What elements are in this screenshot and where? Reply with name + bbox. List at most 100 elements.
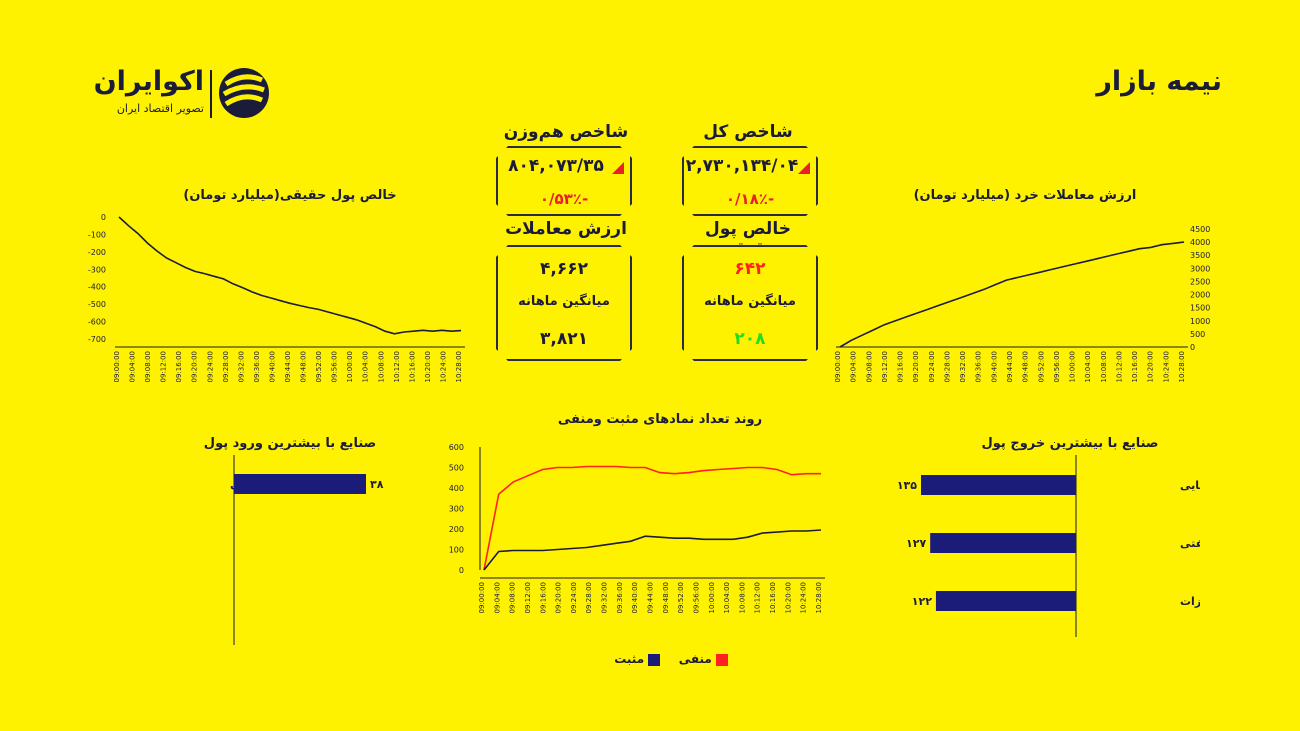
y-tick-label: 2500: [1190, 277, 1210, 286]
y-tick-label: 3000: [1190, 264, 1210, 273]
x-tick-label: 10:28:00: [455, 351, 463, 382]
x-tick-label: 09:24:00: [206, 351, 214, 382]
x-tick-label: 09:24:00: [928, 351, 936, 382]
x-tick-label: 09:32:00: [237, 351, 245, 382]
y-tick-label: 200: [449, 525, 464, 534]
y-tick-label: 2000: [1190, 291, 1210, 300]
net-money-card: ۶۴۲ میانگین ماهانه ۲۰۸: [682, 245, 818, 361]
x-tick-label: 10:12:00: [754, 582, 762, 613]
x-tick-label: 09:24:00: [570, 582, 578, 613]
x-tick-label: 09:08:00: [509, 582, 517, 613]
x-tick-label: 10:16:00: [408, 351, 416, 382]
y-tick-label: -300: [88, 265, 106, 274]
retail-trade-chart-title: ارزش معاملات خرد (میلیارد تومان): [913, 188, 1137, 203]
x-tick-label: 10:00:00: [1069, 351, 1077, 382]
bar-value-label: ۱۳۵: [897, 479, 917, 492]
x-tick-label: 09:48:00: [300, 351, 308, 382]
total-index-change: -۰/۱۸٪: [725, 190, 775, 208]
y-tick-label: 400: [449, 484, 464, 493]
trade-value-title: ارزش معاملات: [505, 219, 627, 239]
x-tick-label: 10:20:00: [1147, 351, 1155, 382]
legend-label-positive: مثبت: [614, 652, 645, 666]
y-tick-label: 1000: [1190, 317, 1210, 326]
category-label: فلزات: [1180, 595, 1200, 608]
bar: [921, 475, 1076, 495]
x-tick-label: 10:24:00: [1162, 351, 1170, 382]
x-tick-label: 09:20:00: [555, 582, 563, 613]
x-tick-label: 09:20:00: [191, 351, 199, 382]
y-tick-label: -400: [88, 283, 106, 292]
page-title: نیمه بازار: [1096, 66, 1222, 97]
outflow-chart-title: صنایع با بیشترین خروج پول: [981, 436, 1159, 451]
x-tick-label: 10:08:00: [738, 582, 746, 613]
trade-value-card: ۴,۶۶۲ میانگین ماهانه ۳,۸۲۱: [496, 245, 632, 361]
trade-value-avg-value: ۳,۸۲۱: [540, 329, 588, 349]
retail-trade-chart: 4500 4000 3500 3000 2500 2000 1500 1000 500 0 09:0…: [834, 225, 1210, 382]
x-tick-label: 10:12:00: [393, 351, 401, 382]
x-tick-label: 09:12:00: [524, 582, 532, 613]
bar-value-label: ۱۲۷: [906, 537, 926, 550]
x-tick-label: 09:44:00: [647, 582, 655, 613]
x-tick-label: 09:16:00: [175, 351, 183, 382]
x-tick-label: 09:44:00: [284, 351, 292, 382]
bar: [234, 474, 366, 494]
outflow-chart: محصولات شیمیایی ۱۳۵ فراورده های نفتی ۱۲۷ فلز…: [897, 455, 1200, 637]
total-index-card: ۲,۷۳۰,۱۳۴/۰۴ -۰/۱۸٪: [682, 146, 818, 216]
y-tick-label: 0: [101, 213, 106, 222]
y-tick-label: 1500: [1190, 304, 1210, 313]
equal-index-change: -۰/۵۳٪: [539, 190, 589, 208]
equal-index-title: شاخص هم‌وزن: [503, 122, 629, 142]
net-money-chart: 0 -100 -200 -300 -400 -500 -600 -700 09:00:00 09:…: [88, 213, 465, 382]
x-tick-label: 09:40:00: [990, 351, 998, 382]
x-tick-label: 09:04:00: [493, 582, 501, 613]
x-tick-label: 09:28:00: [943, 351, 951, 382]
legend-swatch-positive: [648, 653, 661, 666]
symbols-chart: 600 500 400 300 200 100 0 09:00:00 09:04:00 09:08…: [449, 443, 825, 613]
x-tick-label: 09:20:00: [912, 351, 920, 382]
x-tick-label: 09:40:00: [631, 582, 639, 613]
x-tick-label: 10:04:00: [723, 582, 731, 613]
x-tick-label: 09:36:00: [253, 351, 261, 382]
y-tick-label: -700: [88, 335, 106, 344]
x-tick-label: 09:52:00: [677, 582, 685, 613]
x-tick-label: 10:04:00: [362, 351, 370, 382]
x-tick-label: 09:04:00: [129, 351, 137, 382]
y-tick-label: -100: [88, 230, 106, 239]
y-tick-label: 100: [449, 546, 464, 555]
x-tick-label: 10:00:00: [346, 351, 354, 382]
x-tick-label: 09:56:00: [331, 351, 339, 382]
x-tick-label: 09:52:00: [315, 351, 323, 382]
x-tick-label: 09:36:00: [616, 582, 624, 613]
x-tick-label: 10:08:00: [1100, 351, 1108, 382]
x-tick-label: 09:56:00: [1053, 351, 1061, 382]
series-line: [483, 465, 821, 571]
x-tick-label: 10:24:00: [800, 582, 808, 613]
x-tick-label: 10:24:00: [439, 351, 447, 382]
x-tick-label: 10:16:00: [1131, 351, 1139, 382]
x-tick-label: 10:28:00: [815, 582, 823, 613]
inflow-chart: کانه فلزی۳۸: [230, 455, 384, 645]
x-tick-label: 09:32:00: [601, 582, 609, 613]
x-tick-label: 09:40:00: [268, 351, 276, 382]
y-tick-label: 4000: [1190, 238, 1210, 247]
y-tick-label: 500: [1190, 330, 1205, 339]
equal-index-value: ۸۰۴,۰۷۳/۳۵: [508, 156, 604, 176]
x-tick-label: 09:56:00: [692, 582, 700, 613]
category-label: محصولات شیمیایی: [1180, 479, 1200, 492]
x-tick-label: 09:28:00: [585, 582, 593, 613]
equal-index-card: ۸۰۴,۰۷۳/۳۵ -۰/۵۳٪: [496, 146, 632, 216]
x-tick-label: 09:44:00: [1006, 351, 1014, 382]
x-tick-label: 09:08:00: [865, 351, 873, 382]
down-arrow-icon: [798, 162, 810, 174]
bar-value-label: ۱۲۲: [912, 595, 932, 608]
net-money-value: ۶۴۲: [734, 259, 766, 279]
y-tick-label: 500: [449, 464, 464, 473]
x-tick-label: 10:08:00: [377, 351, 385, 382]
inflow-chart-title: صنایع با بیشترین ورود پول: [203, 436, 377, 451]
category-label: فراورده های نفتی: [1180, 537, 1200, 550]
bar: [935, 591, 1076, 611]
x-tick-label: 09:08:00: [144, 351, 152, 382]
x-tick-label: 09:32:00: [959, 351, 967, 382]
x-tick-label: 10:00:00: [708, 582, 716, 613]
symbols-legend: منفی مثبت: [598, 652, 728, 672]
